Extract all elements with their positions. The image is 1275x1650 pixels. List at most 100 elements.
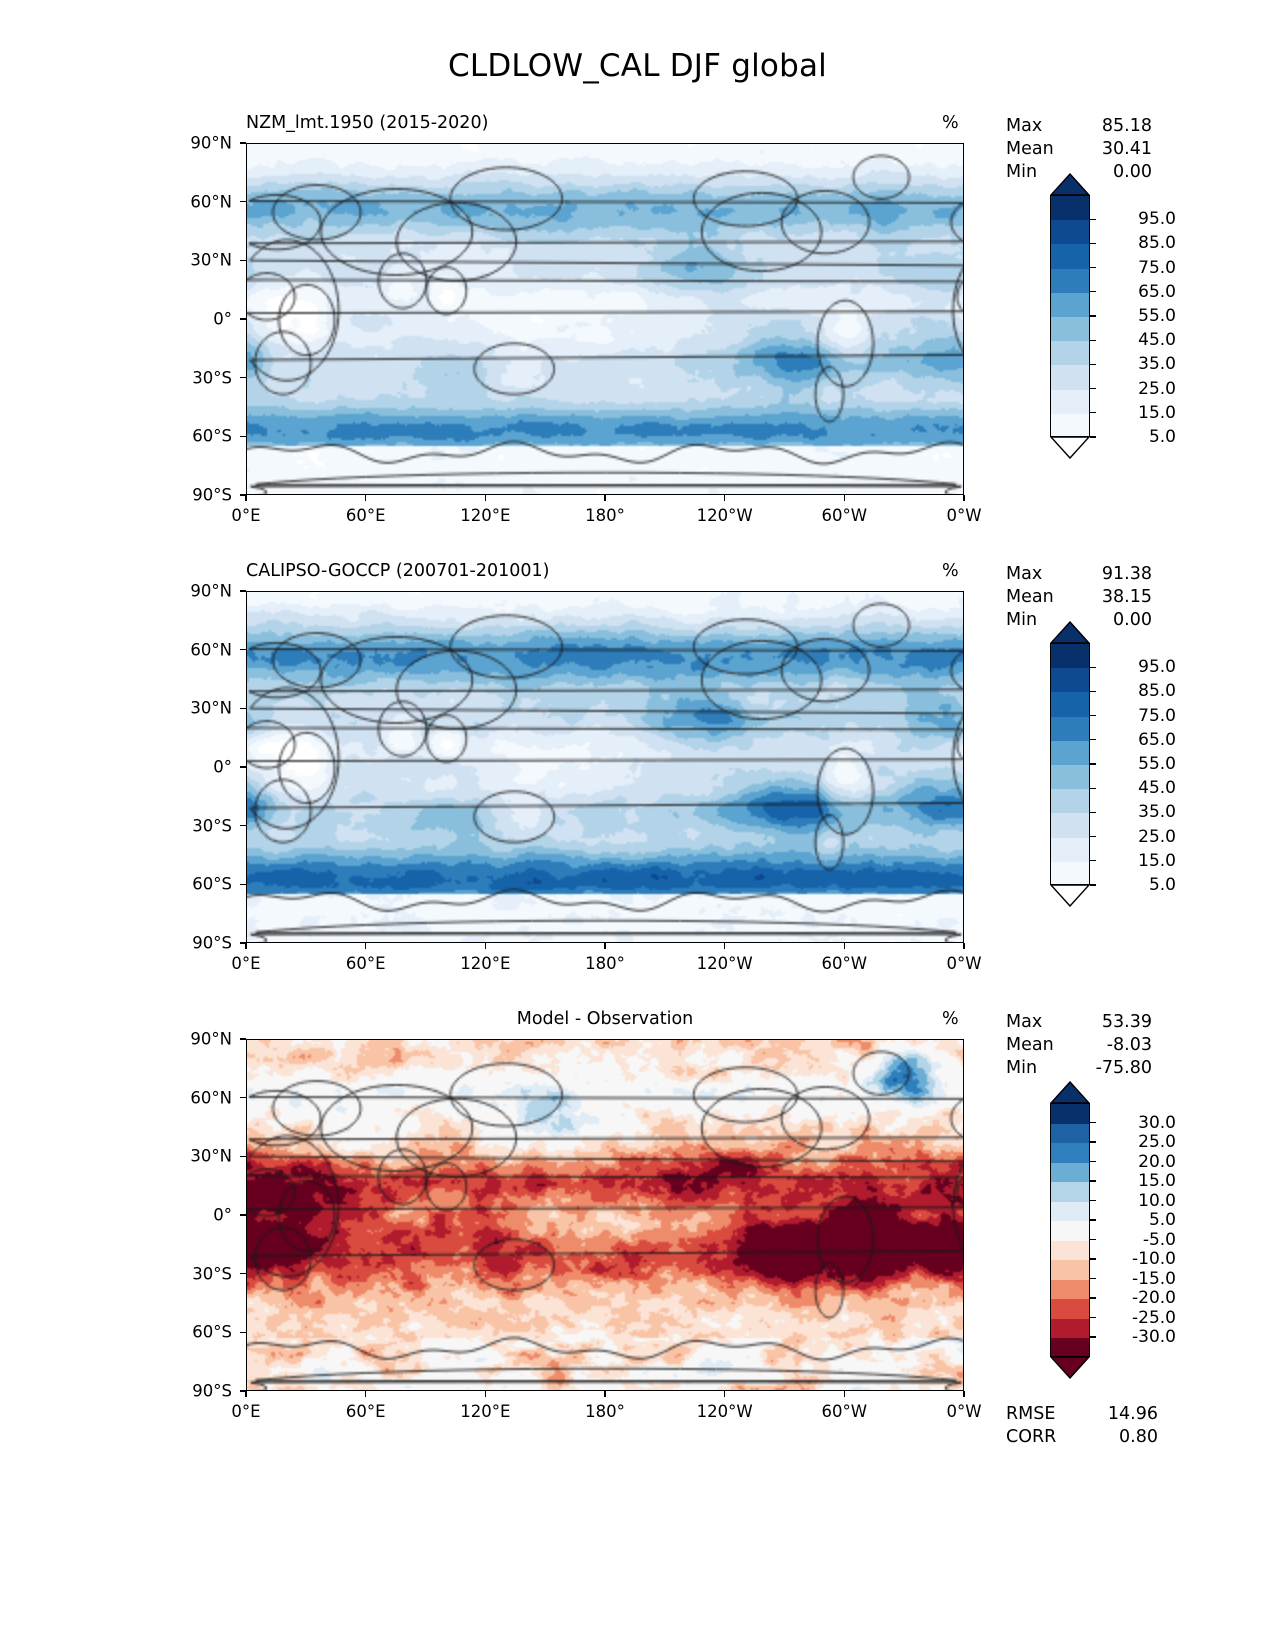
unit-label-difference: % <box>942 1009 959 1029</box>
colorbar-tick-mark-rdbu-cbar-10 <box>1090 1316 1096 1319</box>
colorbar-over-arrow-blues-cbar-2 <box>1049 620 1091 644</box>
colorbar-segment-blues-cbar-1-3 <box>1051 268 1089 293</box>
colorbar-body-blues-cbar-2 <box>1050 643 1090 885</box>
ytick-mark-difference-4 <box>240 1273 246 1275</box>
xtick-mark-difference-3 <box>604 1391 606 1397</box>
xtick-mark-model-3 <box>604 495 606 501</box>
colorbar-tick-mark-blues-cbar-2-4 <box>1090 763 1096 765</box>
stats-key-observation-2: Min <box>1006 610 1038 630</box>
colorbar-tick-label-rdbu-cbar-4: 10.0 <box>1138 1190 1176 1211</box>
xtick-mark-difference-2 <box>484 1391 486 1397</box>
colorbar-tick-label-rdbu-cbar-0: 30.0 <box>1138 1112 1176 1133</box>
ytick-mark-difference-0 <box>240 1038 246 1040</box>
xtick-label-model-4: 120°W <box>696 506 753 525</box>
map-axes-observation[interactable] <box>246 591 964 943</box>
footer-stats-row-rmse: RMSE 14.96 <box>1006 1403 1158 1426</box>
xtick-mark-model-4 <box>724 495 726 501</box>
stats-row-difference-min: Min -75.80 <box>1006 1057 1152 1080</box>
ytick-label-model-1: 60°N <box>190 192 232 212</box>
ytick-label-difference-0: 90°N <box>190 1029 232 1049</box>
xtick-label-difference-2: 120°E <box>460 1402 511 1421</box>
colorbar-segment-blues-cbar-1-8 <box>1051 389 1089 414</box>
xtick-label-model-1: 60°E <box>345 506 386 525</box>
footer-stats-value-0: 14.96 <box>1107 1403 1158 1424</box>
map-axes-difference[interactable] <box>246 1039 964 1391</box>
colorbar-segment-blues-cbar-2-5 <box>1051 764 1089 790</box>
ytick-mark-observation-4 <box>240 825 246 827</box>
stats-row-difference-mean: Mean -8.03 <box>1006 1034 1152 1057</box>
stats-key-observation-0: Max <box>1006 564 1043 584</box>
xtick-mark-difference-0 <box>245 1391 247 1397</box>
colorbar-tick-label-blues-cbar-1-1: 85.0 <box>1138 233 1176 254</box>
xtick-mark-difference-4 <box>724 1391 726 1397</box>
ytick-label-model-6: 90°S <box>192 485 232 505</box>
map-field-difference <box>247 1040 963 1390</box>
xtick-mark-observation-0 <box>245 943 247 949</box>
xtick-mark-difference-6 <box>963 1391 965 1397</box>
colorbar-tick-mark-blues-cbar-2-9 <box>1090 884 1096 886</box>
colorbar-tick-mark-blues-cbar-1-8 <box>1090 412 1096 414</box>
ytick-label-model-3: 0° <box>213 309 232 329</box>
ytick-label-model-4: 30°S <box>192 368 232 388</box>
colorbar-tick-mark-rdbu-cbar-9 <box>1090 1297 1096 1299</box>
colorbar-tick-mark-rdbu-cbar-3 <box>1090 1180 1096 1182</box>
stats-row-observation-min: Min 0.00 <box>1006 609 1152 632</box>
colorbar-tick-mark-rdbu-cbar-0 <box>1090 1121 1096 1124</box>
colorbar-under-arrow-blues-cbar-2 <box>1049 884 1091 908</box>
colorbar-segment-blues-cbar-2-3 <box>1051 716 1089 741</box>
stats-row-model-mean: Mean 30.41 <box>1006 138 1152 161</box>
colorbar-segment-blues-cbar-2-6 <box>1051 789 1089 814</box>
colorbar-tick-mark-blues-cbar-1-4 <box>1090 315 1096 317</box>
map-field-model <box>247 144 963 494</box>
colorbar-tick-label-blues-cbar-1-0: 95.0 <box>1138 209 1176 230</box>
colorbar-tick-label-blues-cbar-2-9: 5.0 <box>1148 875 1176 895</box>
colorbar-tick-mark-blues-cbar-2-8 <box>1090 860 1096 862</box>
xtick-label-observation-3: 180° <box>585 954 625 973</box>
colorbar-tick-label-blues-cbar-2-8: 15.0 <box>1138 850 1176 871</box>
colorbar-segment-rdbu-cbar-3 <box>1051 1162 1089 1182</box>
xtick-mark-observation-3 <box>604 943 606 949</box>
ytick-label-difference-6: 90°S <box>192 1381 232 1401</box>
colorbar-tick-mark-blues-cbar-1-1 <box>1090 242 1096 245</box>
colorbar-segment-blues-cbar-1-7 <box>1051 365 1089 390</box>
stats-key-observation-1: Mean <box>1006 587 1054 607</box>
colorbar-segment-blues-cbar-1-2 <box>1051 244 1089 269</box>
colorbar-under-arrow-rdbu-cbar <box>1049 1355 1091 1379</box>
stats-block-observation: Max 91.38 Mean 38.15 Min 0.00 <box>1006 563 1152 632</box>
stats-key-difference-2: Min <box>1006 1058 1038 1078</box>
colorbar-segment-rdbu-cbar-12 <box>1051 1338 1089 1356</box>
ytick-mark-model-2 <box>240 259 246 261</box>
ytick-mark-observation-3 <box>240 766 246 768</box>
ytick-mark-model-6 <box>240 494 246 496</box>
ytick-mark-difference-3 <box>240 1214 246 1216</box>
stats-value-observation-1: 38.15 <box>1101 587 1152 607</box>
ytick-mark-difference-5 <box>240 1331 246 1333</box>
colorbar-tick-label-rdbu-cbar-3: 15.0 <box>1138 1171 1176 1191</box>
colorbar-tick-label-blues-cbar-1-6: 35.0 <box>1138 354 1176 375</box>
unit-label-model: % <box>942 113 959 133</box>
xtick-label-model-3: 180° <box>585 506 625 525</box>
xtick-label-observation-4: 120°W <box>696 954 753 973</box>
colorbar-tick-mark-rdbu-cbar-6 <box>1090 1238 1096 1241</box>
stats-value-model-2: 0.00 <box>1113 162 1152 182</box>
stats-key-model-0: Max <box>1006 116 1043 136</box>
colorbar-tick-mark-rdbu-cbar-8 <box>1090 1277 1096 1280</box>
ytick-label-difference-3: 0° <box>213 1205 232 1225</box>
colorbar-segment-rdbu-cbar-5 <box>1051 1201 1089 1221</box>
colorbar-tick-label-blues-cbar-1-8: 15.0 <box>1138 402 1176 423</box>
ytick-mark-observation-6 <box>240 942 246 944</box>
colorbar-over-arrow-blues-cbar-1 <box>1049 172 1091 196</box>
colorbar-body-blues-cbar-1 <box>1050 195 1090 437</box>
colorbar-tick-mark-blues-cbar-2-0 <box>1090 666 1096 668</box>
ytick-label-observation-1: 60°N <box>190 640 232 660</box>
colorbar-segment-blues-cbar-2-8 <box>1051 837 1089 862</box>
xtick-label-observation-6: 0°W <box>946 954 982 973</box>
colorbar-tick-mark-blues-cbar-2-5 <box>1090 787 1096 789</box>
map-axes-model[interactable] <box>246 143 964 495</box>
figure-title: CLDLOW_CAL DJF global <box>448 48 827 84</box>
ytick-mark-difference-1 <box>240 1097 246 1099</box>
stats-row-model-min: Min 0.00 <box>1006 161 1152 184</box>
xtick-label-model-5: 60°W <box>821 506 868 525</box>
xtick-mark-difference-1 <box>365 1391 367 1397</box>
colorbar-segment-blues-cbar-1-9 <box>1051 413 1089 436</box>
